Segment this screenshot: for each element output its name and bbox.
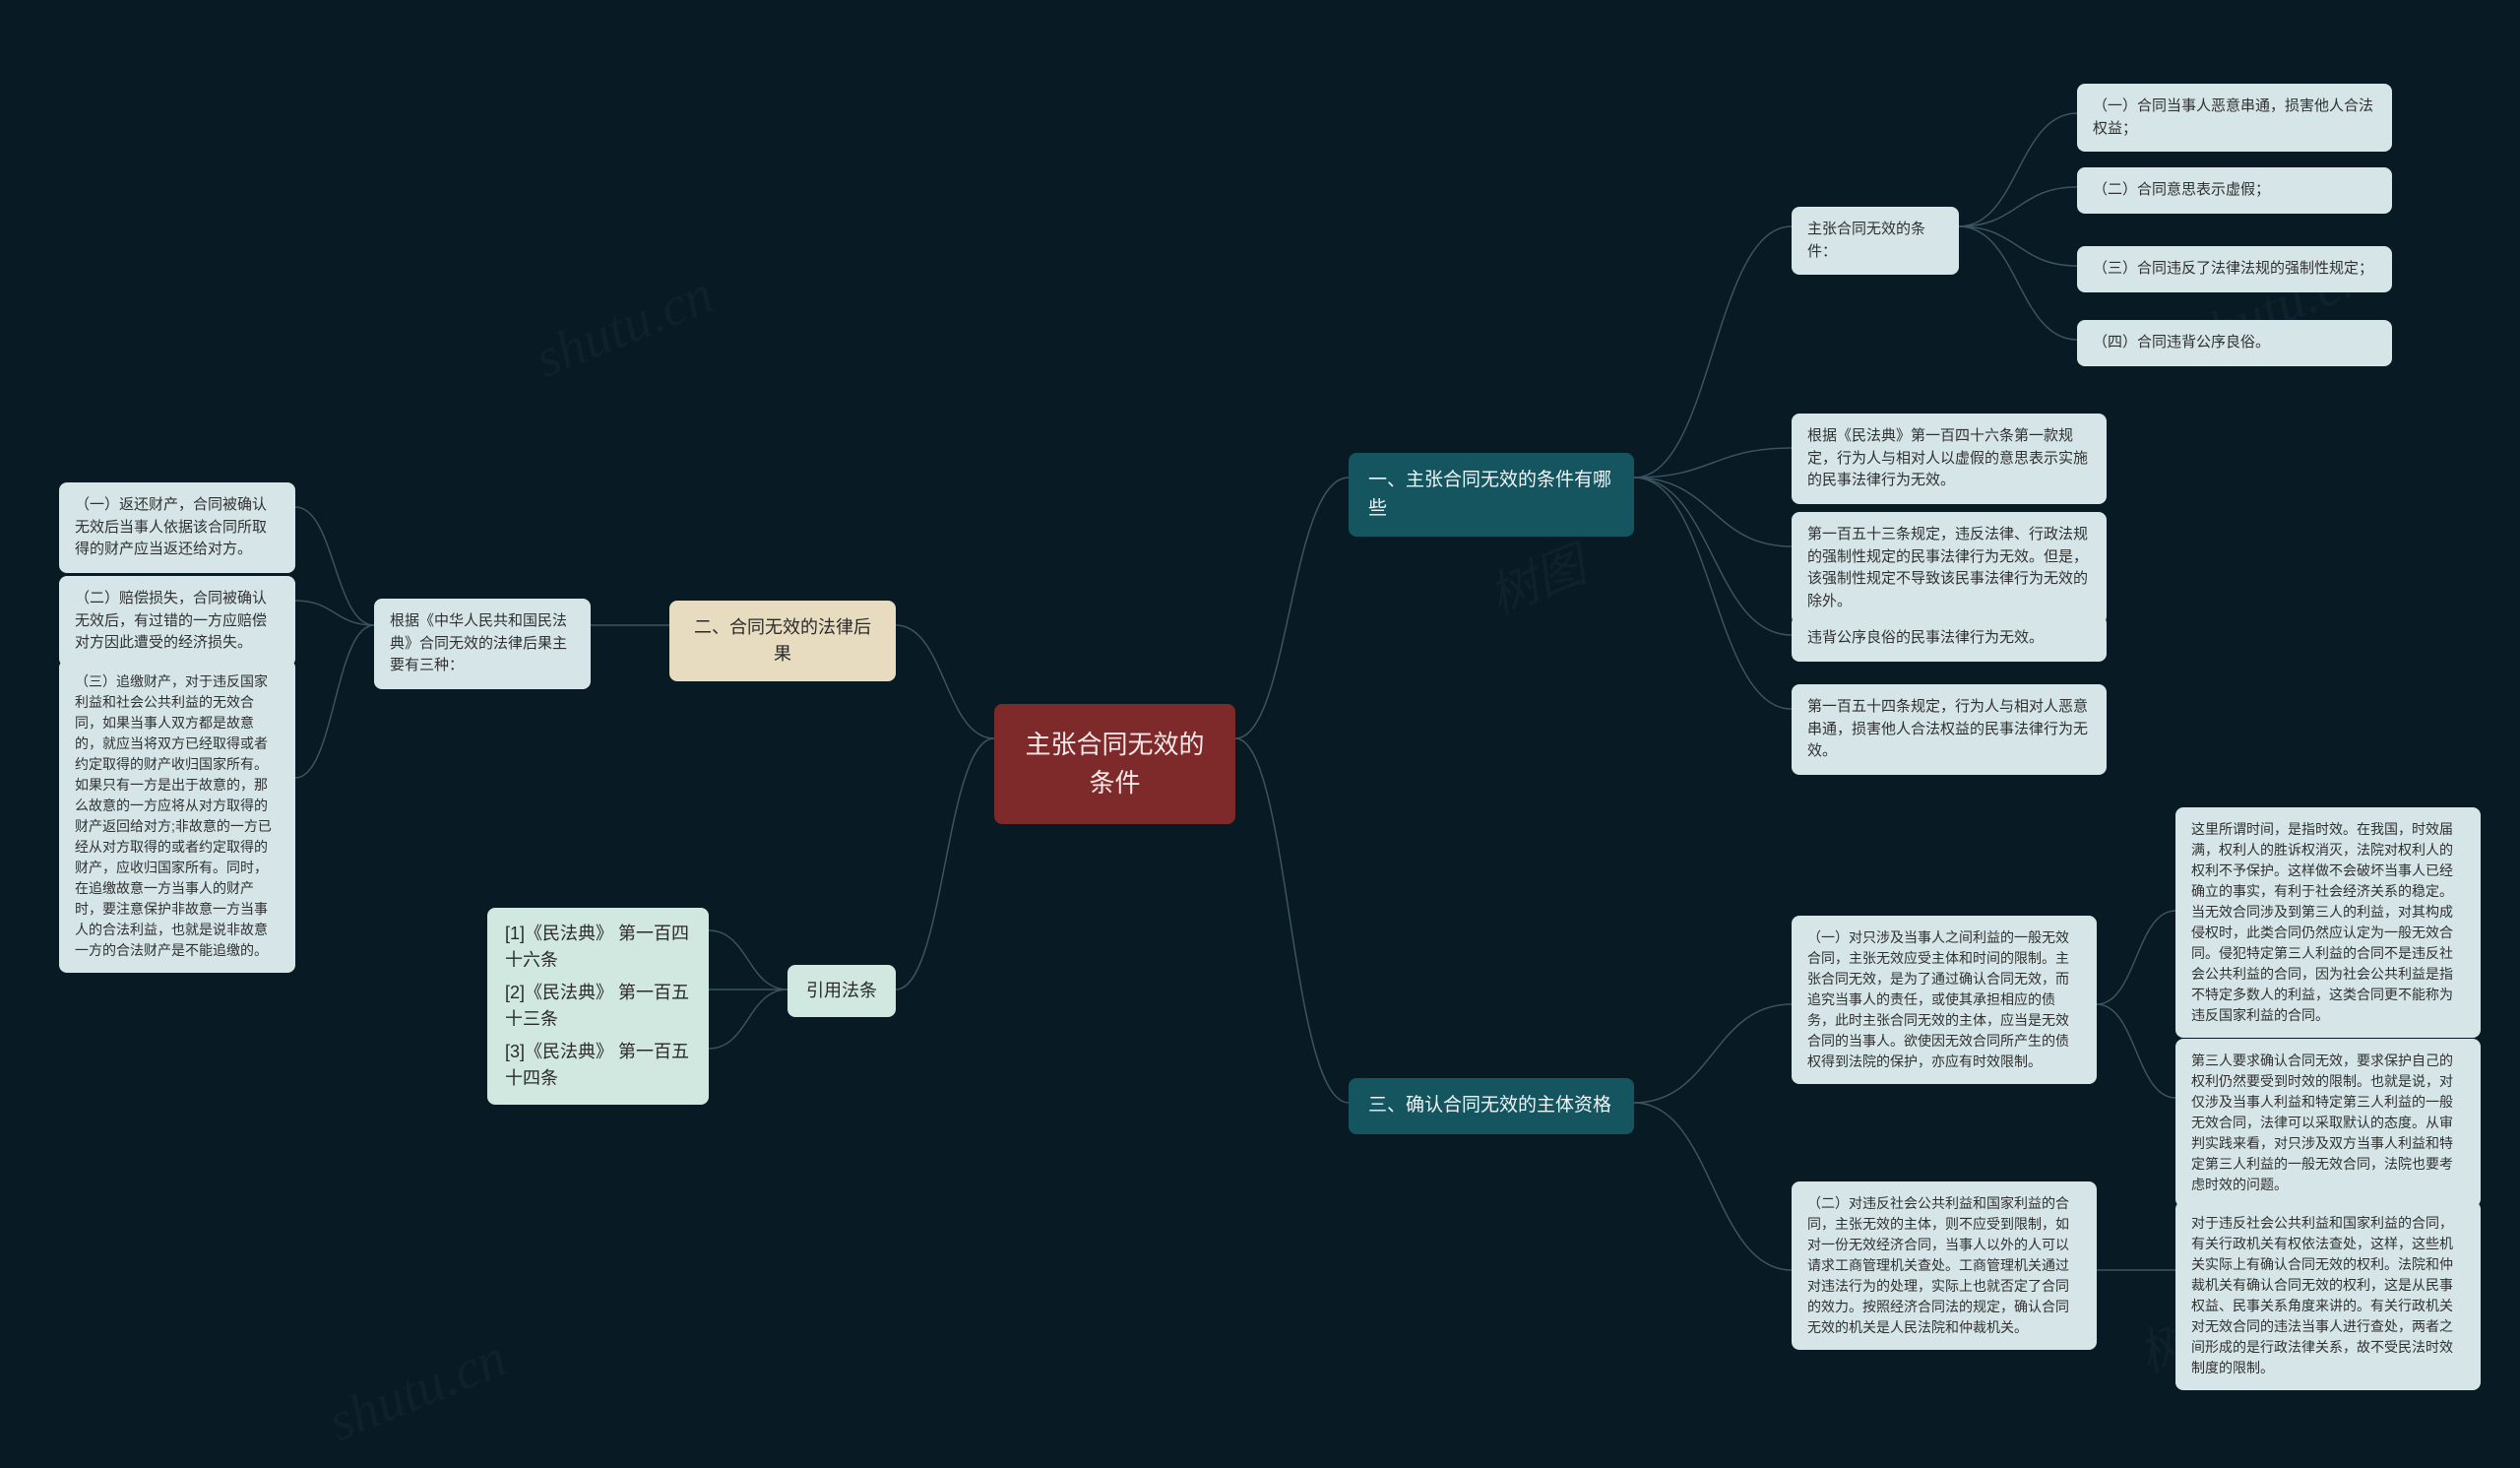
branch-2-item-3[interactable]: （三）追缴财产，对于违反国家利益和社会公共利益的无效合同，如果当事人双方都是故意… [59, 660, 295, 973]
branch-1-extra-3[interactable]: 违背公序良俗的民事法律行为无效。 [1792, 615, 2107, 662]
branch-2[interactable]: 二、合同无效的法律后果 [669, 601, 896, 681]
branch-3-item-2[interactable]: （二）对违反社会公共利益和国家利益的合同，主张无效的主体，则不应受到限制，如对一… [1792, 1181, 2097, 1350]
branch-1-cond-item-3[interactable]: （三）合同违反了法律法规的强制性规定； [2077, 246, 2392, 292]
branch-2-item-2[interactable]: （二）赔偿损失，合同被确认无效后，有过错的一方应赔偿对方因此遭受的经济损失。 [59, 576, 295, 667]
branch-4[interactable]: 引用法条 [788, 965, 896, 1017]
connector-lines [0, 0, 2520, 1468]
branch-1-cond-label[interactable]: 主张合同无效的条件： [1792, 207, 1959, 275]
branch-1-cond-item-2[interactable]: （二）合同意思表示虚假； [2077, 167, 2392, 214]
branch-1-cond-item-1[interactable]: （一）合同当事人恶意串通，损害他人合法权益； [2077, 84, 2392, 152]
branch-4-item-3[interactable]: [3]《民法典》 第一百五十四条 [487, 1026, 709, 1105]
watermark: 树图 [1477, 526, 1595, 628]
watermark: shutu.cn [527, 263, 722, 391]
branch-3-item-1-sub-2[interactable]: 第三人要求确认合同无效，要求保护自己的权利仍然要受到时效的限制。也就是说，对仅涉… [2175, 1039, 2481, 1207]
branch-1-extra-4[interactable]: 第一百五十四条规定，行为人与相对人恶意串通，损害他人合法权益的民事法律行为无效。 [1792, 684, 2107, 775]
branch-2-item-1[interactable]: （一）返还财产，合同被确认无效后当事人依据该合同所取得的财产应当返还给对方。 [59, 482, 295, 573]
branch-3-item-1[interactable]: （一）对只涉及当事人之间利益的一般无效合同，主张无效应受主体和时间的限制。主张合… [1792, 916, 2097, 1084]
branch-1-cond-item-4[interactable]: （四）合同违背公序良俗。 [2077, 320, 2392, 366]
branch-3[interactable]: 三、确认合同无效的主体资格 [1349, 1078, 1634, 1134]
watermark: shutu.cn [320, 1326, 515, 1454]
branch-3-item-1-sub-1[interactable]: 这里所谓时间，是指时效。在我国，时效届满，权利人的胜诉权消灭，法院对权利人的权利… [2175, 807, 2481, 1038]
branch-1-extra-1[interactable]: 根据《民法典》第一百四十六条第一款规定，行为人与相对人以虚假的意思表示实施的民事… [1792, 414, 2107, 504]
branch-1[interactable]: 一、主张合同无效的条件有哪些 [1349, 453, 1634, 537]
branch-1-extra-2[interactable]: 第一百五十三条规定，违反法律、行政法规的强制性规定的民事法律行为无效。但是，该强… [1792, 512, 2107, 624]
branch-3-item-2-sub-1[interactable]: 对于违反社会公共利益和国家利益的合同，有关行政机关有权依法查处，这样，这些机关实… [2175, 1201, 2481, 1390]
branch-2-intro[interactable]: 根据《中华人民共和国民法典》合同无效的法律后果主要有三种： [374, 599, 591, 689]
root-node[interactable]: 主张合同无效的条件 [994, 704, 1235, 824]
